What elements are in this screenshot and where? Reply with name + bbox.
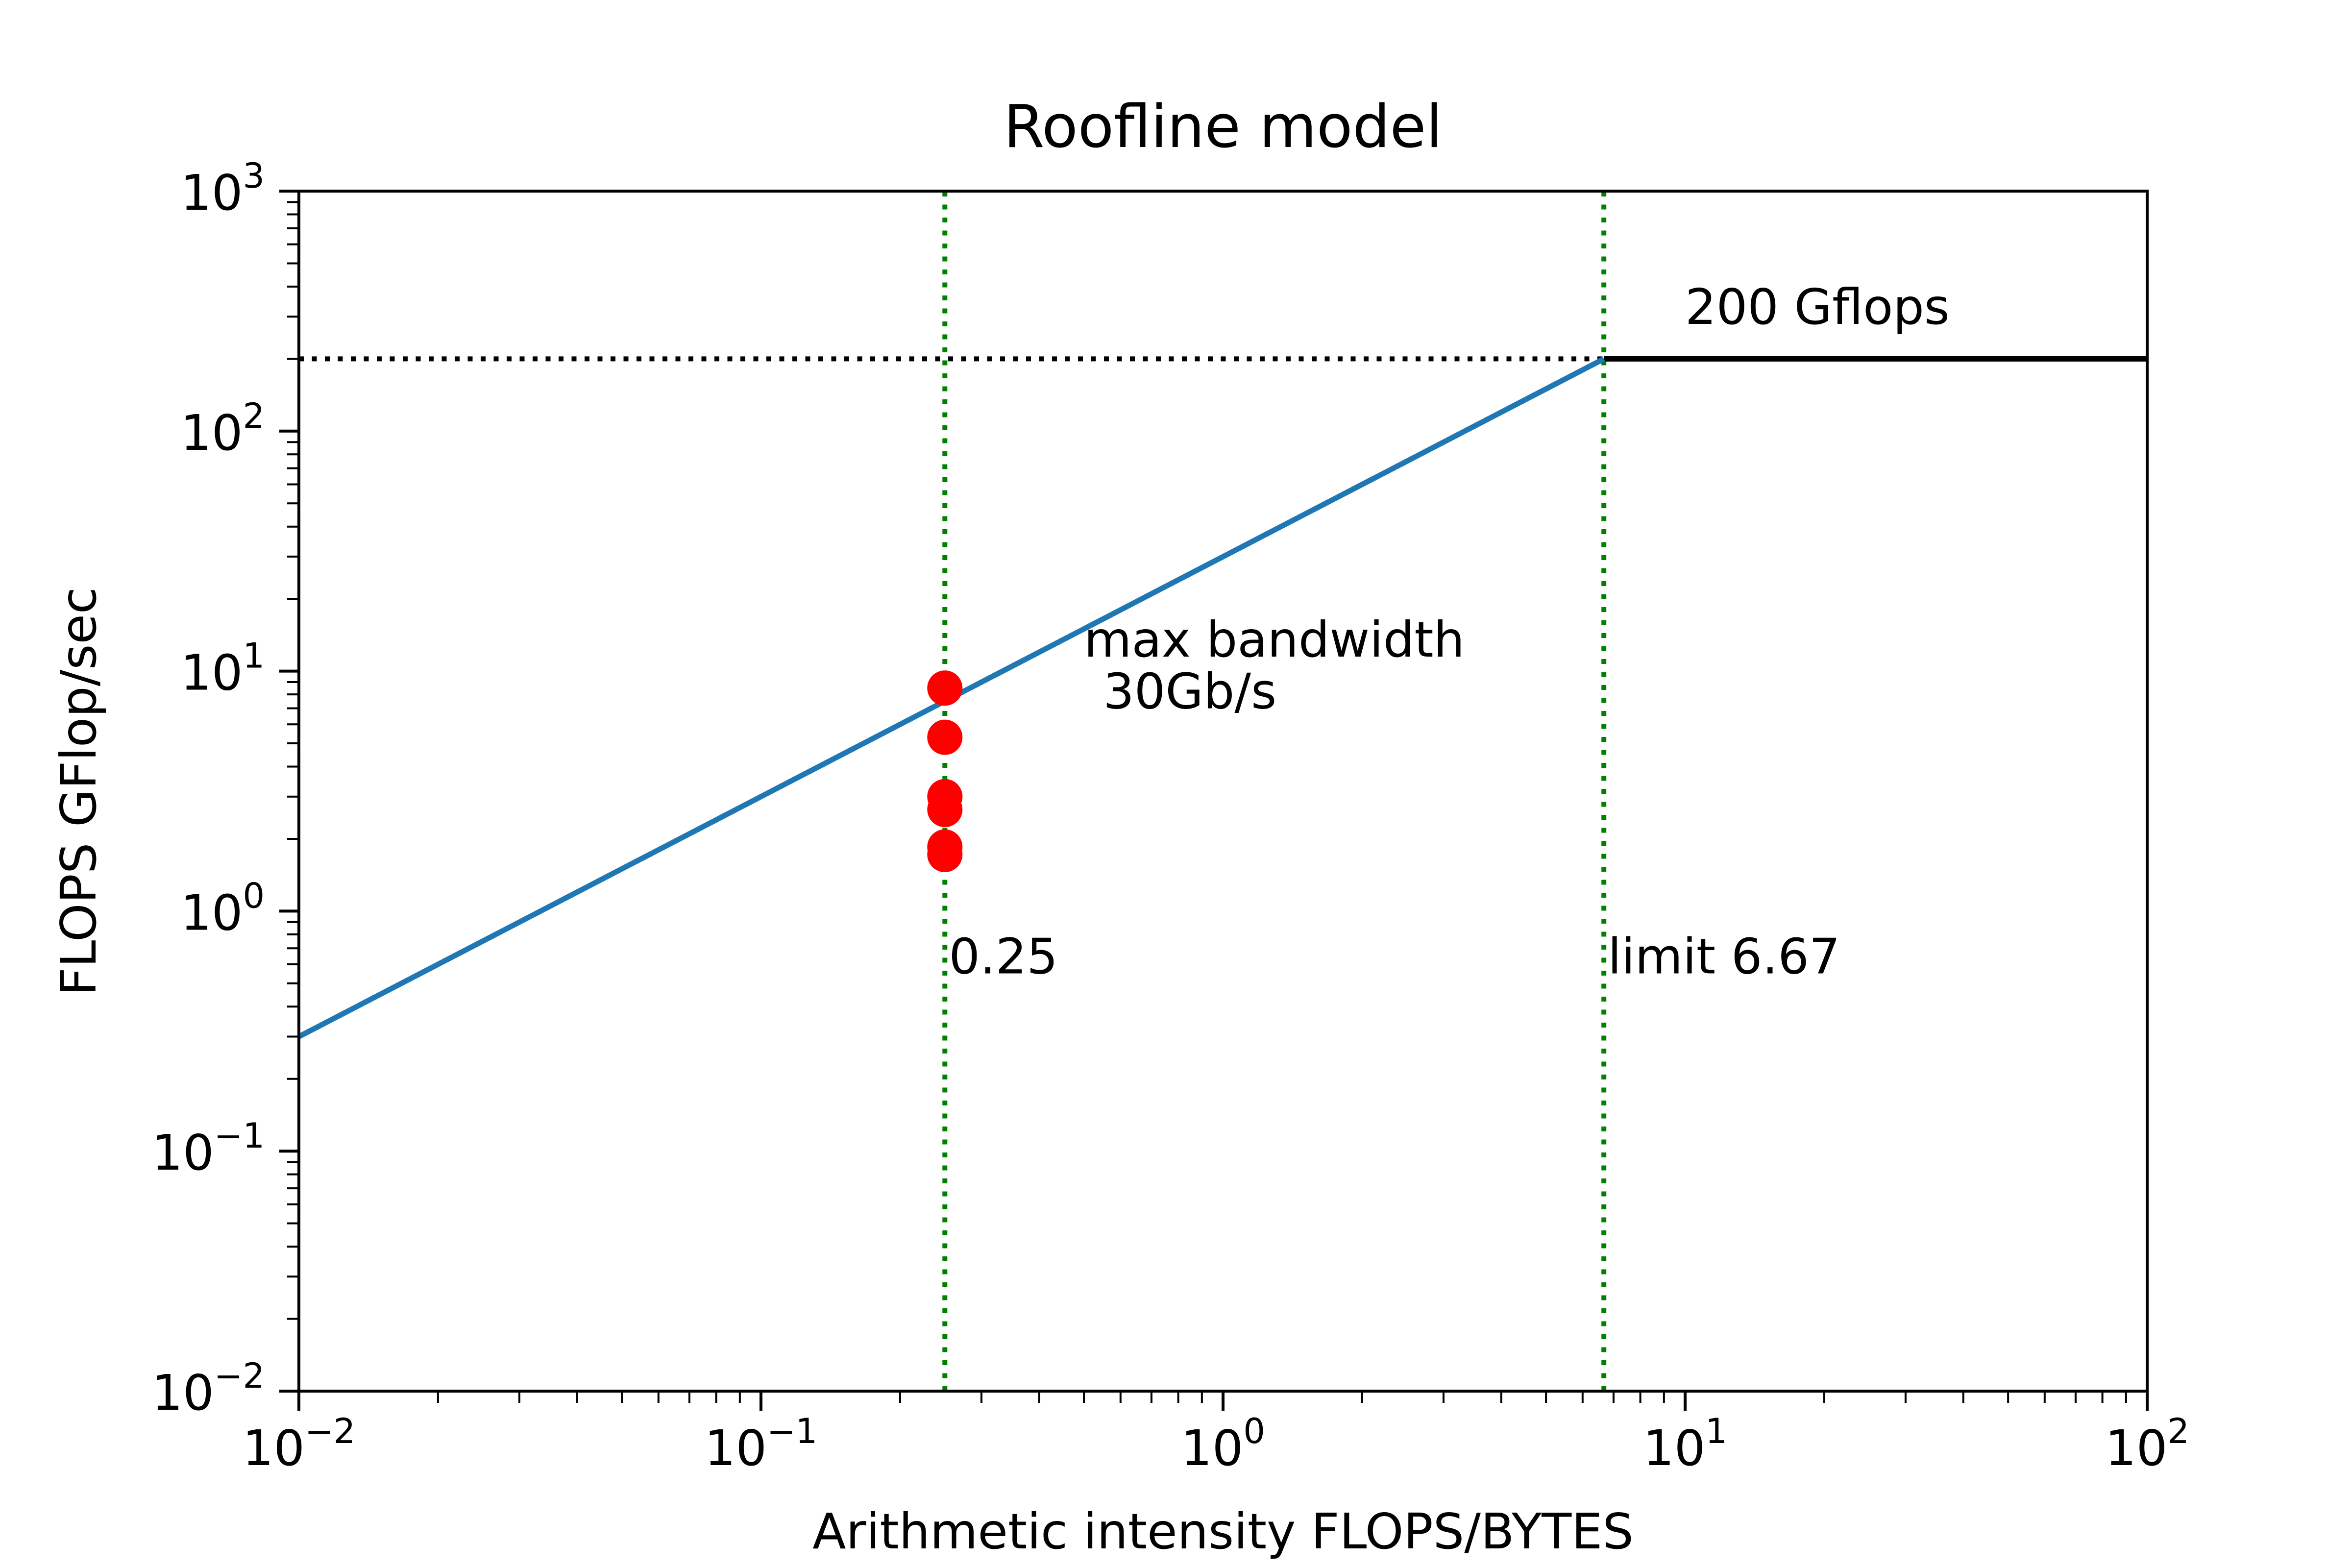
tick-label: 10−1 <box>152 1116 265 1181</box>
data-point <box>927 837 963 872</box>
tick-label: 100 <box>180 876 265 941</box>
tick-label: 103 <box>180 156 265 221</box>
tick-label: 10−1 <box>705 1411 817 1477</box>
tick-label: 102 <box>2105 1411 2189 1477</box>
annotation-label: max bandwidth <box>1084 611 1465 668</box>
tick-label: 101 <box>180 636 265 702</box>
tick-label: 102 <box>180 396 265 462</box>
x-axis-label: Arithmetic intensity FLOPS/BYTES <box>812 1503 1634 1560</box>
x-axis: 10−2 10−1 100 101 102 <box>243 1391 2189 1477</box>
tick-label: 101 <box>1643 1411 1727 1477</box>
tick-label: 10−2 <box>243 1411 355 1477</box>
axes-frame <box>297 190 2149 1393</box>
annotation-label: 30Gb/s <box>1103 663 1276 720</box>
tick-label: 10−2 <box>152 1356 265 1421</box>
annotation-label: 0.25 <box>949 928 1058 985</box>
annotation-label: limit 6.67 <box>1608 928 1840 985</box>
data-point <box>927 792 963 828</box>
tick-label: 100 <box>1181 1411 1265 1477</box>
data-point <box>927 719 963 755</box>
chart-title: Roofline model <box>1004 93 1442 161</box>
y-axis-label: FLOPS GFlop/sec <box>50 587 107 996</box>
data-point <box>927 670 963 706</box>
y-axis: 10−2 10−1 100 101 102 103 <box>152 156 299 1421</box>
annotation-label: 200 Gflops <box>1685 278 1950 336</box>
